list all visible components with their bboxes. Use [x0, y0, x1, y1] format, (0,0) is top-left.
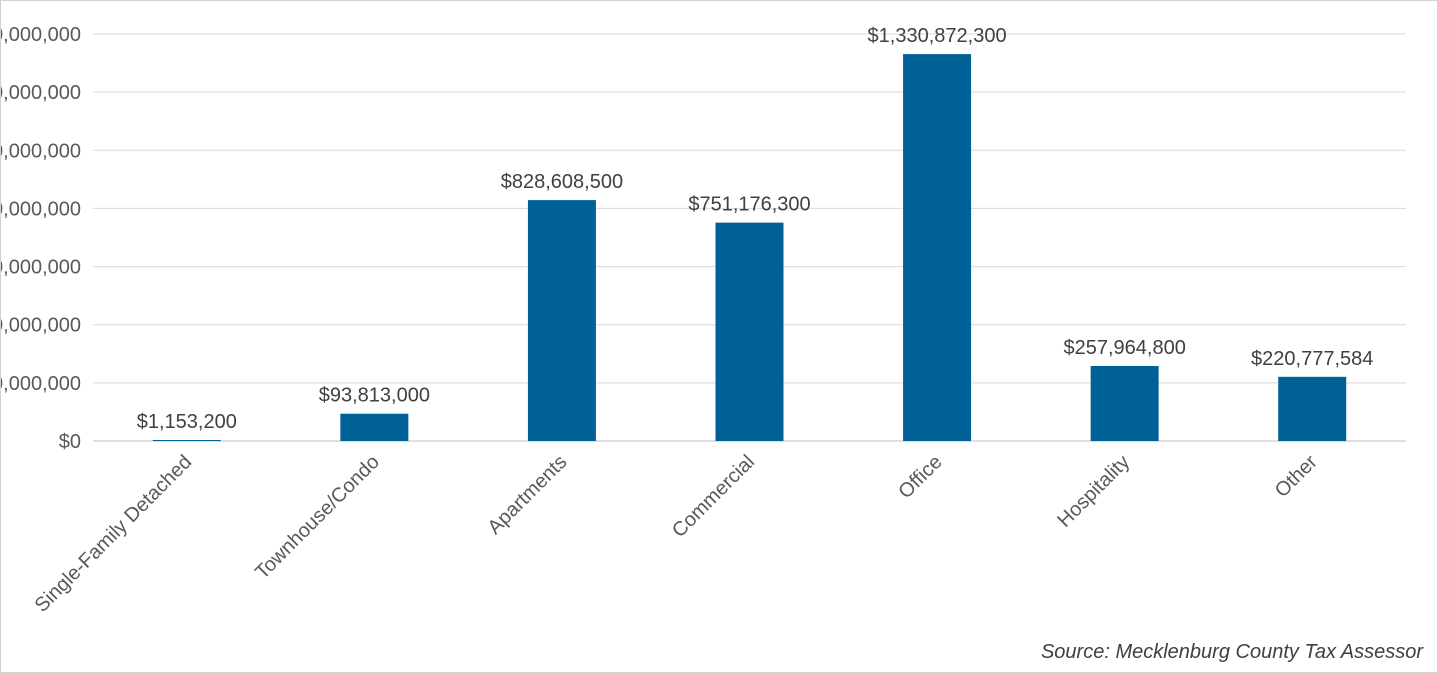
x-category-label: Single-Family Detached	[31, 451, 197, 617]
data-labels: $1,153,200 $93,813,000 $828,608,500 $751,17…	[137, 25, 1374, 433]
bar	[152, 440, 221, 441]
data-label: $1,153,200	[137, 411, 237, 433]
x-category-label: Hospitality	[1053, 451, 1134, 532]
data-label: $93,813,000	[319, 385, 430, 407]
bars	[152, 54, 1347, 442]
bar	[903, 54, 972, 442]
bar	[1090, 366, 1159, 441]
y-tick-label: $1,400,000,000	[1, 24, 81, 46]
y-tick-label: $200,000,000	[1, 373, 81, 395]
x-category-label: Office	[894, 451, 946, 503]
bar	[340, 413, 409, 441]
y-tick-label: $1,000,000,000	[1, 140, 81, 162]
data-label: $220,777,584	[1251, 348, 1373, 370]
bar	[1278, 376, 1347, 441]
source-note: Source: Mecklenburg County Tax Assessor	[1040, 641, 1423, 663]
y-axis-tick-labels: $0 $200,000,000 $400,000,000 $600,000,000 $8…	[1, 24, 81, 453]
bar	[527, 200, 596, 441]
bar	[715, 222, 784, 441]
y-tick-label: $1,200,000,000	[1, 82, 81, 104]
y-tick-label: $800,000,000	[1, 198, 81, 220]
y-tick-label: $0	[59, 431, 81, 453]
x-axis-category-labels: Single-Family Detached Townhouse/Condo Apa…	[31, 451, 1322, 617]
x-category-label: Townhouse/Condo	[251, 451, 384, 584]
x-category-label: Commercial	[668, 451, 759, 542]
data-label: $257,964,800	[1063, 337, 1185, 359]
y-tick-label: $400,000,000	[1, 315, 81, 337]
data-label: $751,176,300	[688, 194, 810, 216]
data-label: $1,330,872,300	[868, 25, 1007, 47]
x-category-label: Other	[1271, 451, 1322, 502]
data-label: $828,608,500	[501, 171, 623, 193]
y-tick-label: $600,000,000	[1, 257, 81, 279]
x-category-label: Apartments	[484, 451, 572, 539]
